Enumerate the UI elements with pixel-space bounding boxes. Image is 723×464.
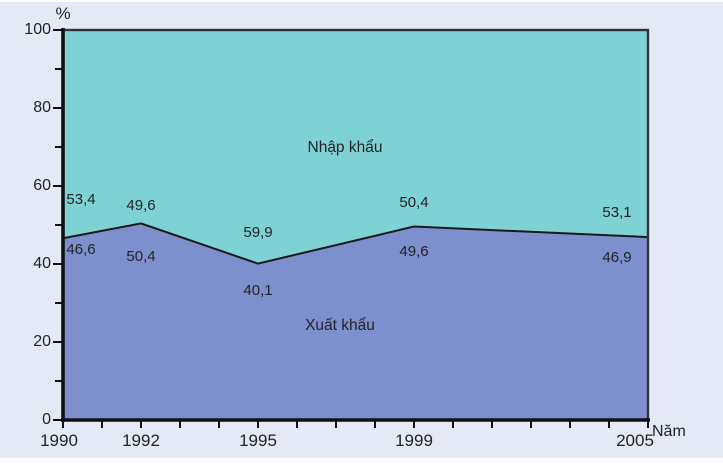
- x-tick-label: 1992: [122, 431, 160, 450]
- export-value-label: 40,1: [243, 281, 273, 299]
- export-value-label: 50,4: [126, 248, 156, 266]
- export-value-label: 46,6: [66, 241, 96, 259]
- import-value-label: 59,9: [243, 223, 273, 241]
- y-tick-label: 0: [42, 411, 51, 428]
- series-label-nhap-khau: Nhập khẩu: [307, 139, 383, 156]
- x-tick-label: 1995: [239, 431, 277, 450]
- import-value-label: 53,1: [602, 204, 632, 222]
- export-value-label: 46,9: [602, 249, 632, 267]
- import-value-label: 53,4: [66, 191, 96, 209]
- y-tick-label: 80: [33, 99, 51, 116]
- import-value-label: 50,4: [399, 193, 429, 211]
- y-tick-label: 40: [33, 255, 51, 272]
- export-area: [63, 223, 648, 420]
- export-value-label: 49,6: [399, 242, 429, 260]
- x-axis-title: Năm: [652, 423, 686, 440]
- import-value-label: 49,6: [126, 197, 156, 215]
- series-label-xuat-khau: Xuất khẩu: [305, 317, 375, 334]
- y-tick-label: 100: [24, 21, 51, 38]
- x-tick-label: 1999: [395, 431, 433, 450]
- x-tick-label: 1990: [40, 431, 78, 450]
- x-tick-label: 2005: [616, 431, 654, 450]
- y-tick-label: 60: [33, 177, 51, 194]
- boundary-line: [62, 222, 649, 265]
- y-tick-label: 20: [33, 333, 51, 350]
- y-axis-unit-label: %: [55, 4, 71, 23]
